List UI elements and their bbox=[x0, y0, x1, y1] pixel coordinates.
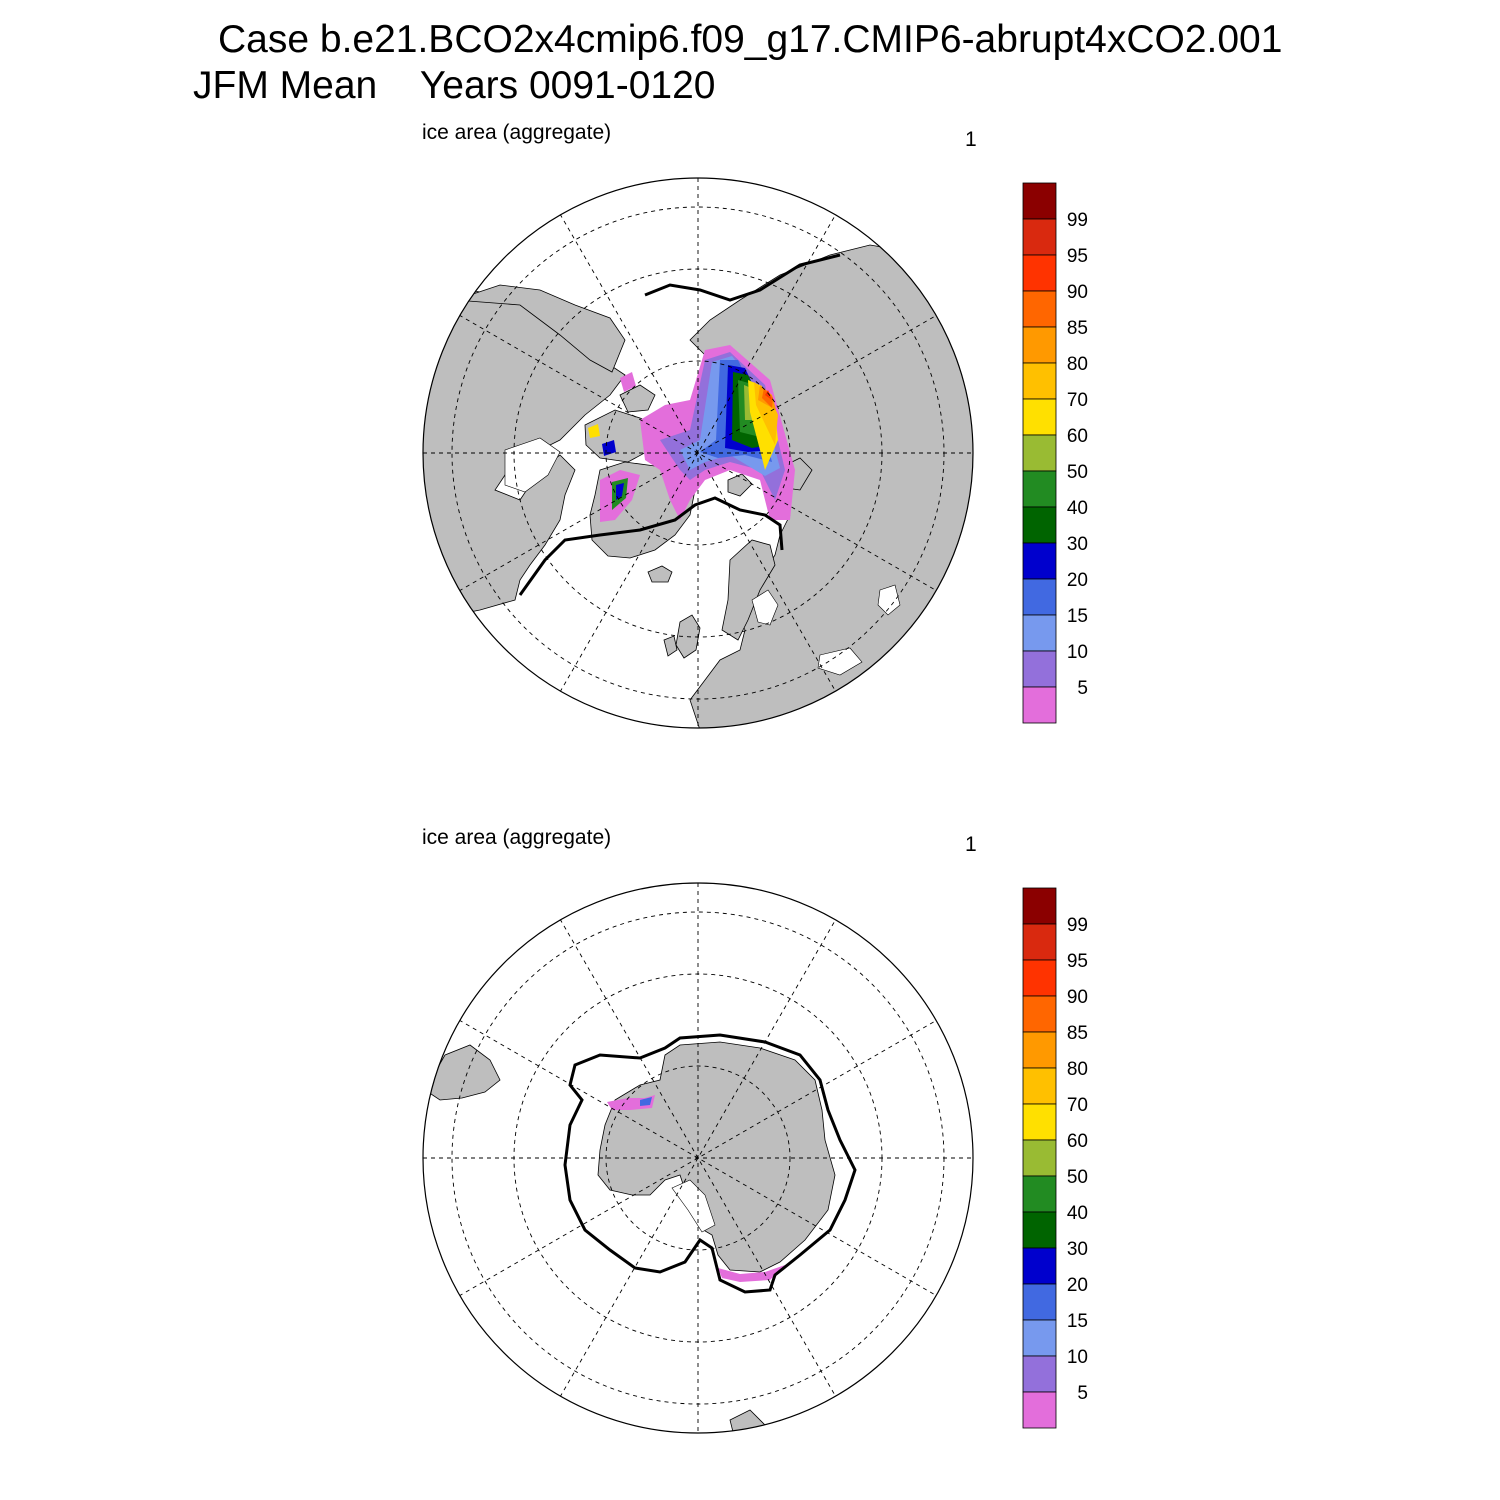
colorbar-north-tick-label: 90 bbox=[1067, 282, 1088, 303]
colorbar-south-swatch bbox=[1022, 1319, 1057, 1357]
baffin-ice-strip-core bbox=[616, 483, 624, 500]
colorbar-north-tick-label: 70 bbox=[1067, 390, 1088, 411]
ross-ice-shelf bbox=[671, 1179, 716, 1233]
colorbar-north-swatch bbox=[1022, 326, 1057, 364]
weddell-ice-patch-core bbox=[640, 1097, 652, 1106]
colorbar-north-swatch bbox=[1022, 434, 1057, 472]
colorbar-south-swatch bbox=[1022, 1355, 1057, 1393]
colorbar-north-swatch bbox=[1022, 398, 1057, 436]
colorbar-north-tick-label: 30 bbox=[1067, 534, 1088, 555]
arctic-map-border bbox=[422, 177, 974, 729]
antarctic-graticule bbox=[423, 883, 973, 1433]
colorbar-north-tick-label: 10 bbox=[1067, 642, 1088, 663]
colorbar-north-tick-label: 15 bbox=[1067, 606, 1088, 627]
south-america-landmass bbox=[424, 1044, 501, 1101]
ireland-landmass bbox=[663, 635, 678, 657]
colorbar-north-swatch bbox=[1022, 614, 1057, 652]
colorbar-south-swatch bbox=[1022, 1283, 1057, 1321]
north-panel-label: ice area (aggregate) bbox=[422, 121, 612, 144]
amundsen-ice-patch bbox=[718, 1265, 785, 1282]
colorbar-south-swatch bbox=[1022, 1211, 1057, 1249]
colorbar-south-tick-label: 60 bbox=[1067, 1131, 1088, 1152]
colorbar-north-swatch bbox=[1022, 362, 1057, 400]
colorbar-north-swatch bbox=[1022, 182, 1057, 220]
weddell-ice-patch bbox=[607, 1095, 655, 1110]
colorbar-south-swatch bbox=[1022, 1031, 1057, 1069]
colorbar-south-tick-label: 30 bbox=[1067, 1239, 1088, 1260]
colorbar-south-tick-label: 15 bbox=[1067, 1311, 1088, 1332]
colorbar-south-swatch bbox=[1022, 1391, 1057, 1429]
colorbar-south-swatch bbox=[1022, 923, 1057, 961]
colorbar-south-tick-label: 50 bbox=[1067, 1167, 1088, 1188]
archipelago-ice-blue bbox=[602, 440, 616, 456]
baltic-sea bbox=[751, 589, 779, 626]
colorbar-south-tick-label: 90 bbox=[1067, 987, 1088, 1008]
ellesmere-island bbox=[619, 384, 656, 413]
antarctic-map-border bbox=[422, 882, 974, 1434]
antarctica-landmass bbox=[597, 1041, 836, 1273]
colorbar-south: 99 95 90 85 80 70 60 50 40 30 20 15 10 5 bbox=[1022, 887, 1088, 1429]
archipelago-ice-yellow bbox=[588, 424, 600, 438]
colorbar-north-swatch bbox=[1022, 686, 1057, 724]
figure-title-period: JFM Mean Years 0091-0120 bbox=[193, 64, 716, 107]
colorbar-south-swatch bbox=[1022, 995, 1057, 1033]
archipelago-ice-pink bbox=[620, 372, 636, 392]
colorbar-south-swatch bbox=[1022, 887, 1057, 925]
colorbar-south-tick-label: 10 bbox=[1067, 1347, 1088, 1368]
colorbar-south-tick-label: 85 bbox=[1067, 1023, 1088, 1044]
arctic-map bbox=[422, 177, 974, 729]
colorbar-south-tick-label: 99 bbox=[1067, 915, 1088, 936]
ice-band-70 bbox=[748, 380, 778, 470]
north-panel-number: 1 bbox=[965, 128, 977, 151]
colorbar-south-swatch bbox=[1022, 959, 1057, 997]
colorbar-north-swatch bbox=[1022, 650, 1057, 688]
antarctic-map bbox=[422, 882, 974, 1434]
colorbar-north-tick-label: 95 bbox=[1067, 246, 1088, 267]
colorbar-south-swatch bbox=[1022, 1139, 1057, 1177]
colorbar-south-tick-label: 40 bbox=[1067, 1203, 1088, 1224]
colorbar-south-tick-label: 70 bbox=[1067, 1095, 1088, 1116]
colorbar-north-tick-label: 50 bbox=[1067, 462, 1088, 483]
alaska-landmass bbox=[454, 284, 626, 373]
black-sea bbox=[817, 647, 863, 676]
colorbar-north-swatch bbox=[1022, 578, 1057, 616]
hudson-bay bbox=[504, 437, 561, 493]
colorbar-north-swatch bbox=[1022, 254, 1057, 292]
colorbar-north-tick-label: 99 bbox=[1067, 210, 1088, 231]
colorbar-south-tick-label: 80 bbox=[1067, 1059, 1088, 1080]
colorbar-north-tick-label: 80 bbox=[1067, 354, 1088, 375]
ice-band-95 bbox=[765, 390, 772, 400]
colorbar-north-tick-label: 60 bbox=[1067, 426, 1088, 447]
south-panel-number: 1 bbox=[965, 833, 977, 856]
colorbar-south-tick-label: 95 bbox=[1067, 951, 1088, 972]
colorbar-north-swatch bbox=[1022, 218, 1057, 256]
colorbar-north-swatch bbox=[1022, 290, 1057, 328]
colorbar-south-tick-label: 20 bbox=[1067, 1275, 1088, 1296]
ice-band-90 bbox=[762, 388, 773, 408]
arctic-ice-edge-contour bbox=[518, 253, 841, 596]
colorbar-north: 99 95 90 85 80 70 60 50 40 30 20 15 10 5 bbox=[1022, 182, 1088, 724]
colorbar-north-tick-label: 40 bbox=[1067, 498, 1088, 519]
colorbar-south-tick-label: 5 bbox=[1077, 1383, 1088, 1404]
svalbard-landmass bbox=[727, 473, 753, 497]
colorbar-north-swatch bbox=[1022, 470, 1057, 508]
figure-title-case: Case b.e21.BCO2x4cmip6.f09_g17.CMIP6-abr… bbox=[218, 18, 1283, 61]
iceland-landmass bbox=[647, 565, 673, 583]
arctic-sea-ice-field bbox=[588, 345, 795, 522]
antarctic-ice-edge-contour bbox=[563, 1033, 857, 1294]
colorbar-south-swatch bbox=[1022, 1067, 1057, 1105]
arctic-graticule bbox=[423, 178, 973, 728]
colorbar-south-swatch bbox=[1022, 1103, 1057, 1141]
colorbar-south-swatch bbox=[1022, 1247, 1057, 1285]
colorbar-north-tick-label: 5 bbox=[1077, 678, 1088, 699]
caspian-sea bbox=[877, 584, 901, 616]
colorbar-south-swatch bbox=[1022, 1175, 1057, 1213]
colorbar-north-tick-label: 20 bbox=[1067, 570, 1088, 591]
south-panel-label: ice area (aggregate) bbox=[422, 826, 612, 849]
colorbar-north-swatch bbox=[1022, 542, 1057, 580]
colorbar-north-swatch bbox=[1022, 506, 1057, 544]
colorbar-north-tick-label: 85 bbox=[1067, 318, 1088, 339]
